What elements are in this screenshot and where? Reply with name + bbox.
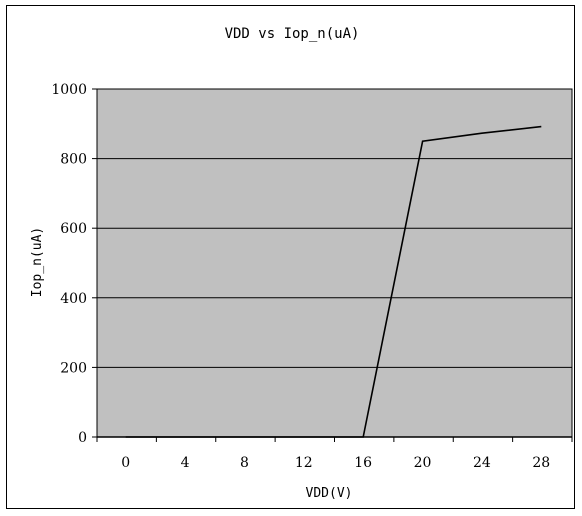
y-tick-label: 400 <box>60 291 87 307</box>
y-tick-label: 1000 <box>51 82 87 98</box>
x-tick-label: 12 <box>295 455 313 471</box>
x-tick-label: 16 <box>354 455 372 471</box>
x-tick-label: 8 <box>240 455 249 471</box>
x-tick-label: 24 <box>473 455 491 471</box>
y-tick-label: 200 <box>60 360 87 376</box>
chart-title: VDD vs Iop_n(uA) <box>225 26 360 42</box>
series-line <box>125 125 542 438</box>
y-tick-label: 800 <box>60 152 87 168</box>
y-tick-label: 0 <box>78 430 87 446</box>
y-axis-label: Iop_n(uA) <box>30 227 45 297</box>
x-axis-label: VDD(V) <box>306 486 353 501</box>
series-group <box>125 125 542 438</box>
plot-area <box>96 88 573 438</box>
gridlines <box>97 158 572 368</box>
x-tick-label: 0 <box>121 455 130 471</box>
x-tick-labels: 0 4 8 12 16 20 24 28 <box>121 455 550 471</box>
x-tick-label: 28 <box>532 455 550 471</box>
x-tick-label: 20 <box>414 455 432 471</box>
y-tick-label: 600 <box>60 221 87 237</box>
x-tick-label: 4 <box>181 455 190 471</box>
y-tick-labels: 0 200 400 600 800 1000 <box>51 82 87 446</box>
